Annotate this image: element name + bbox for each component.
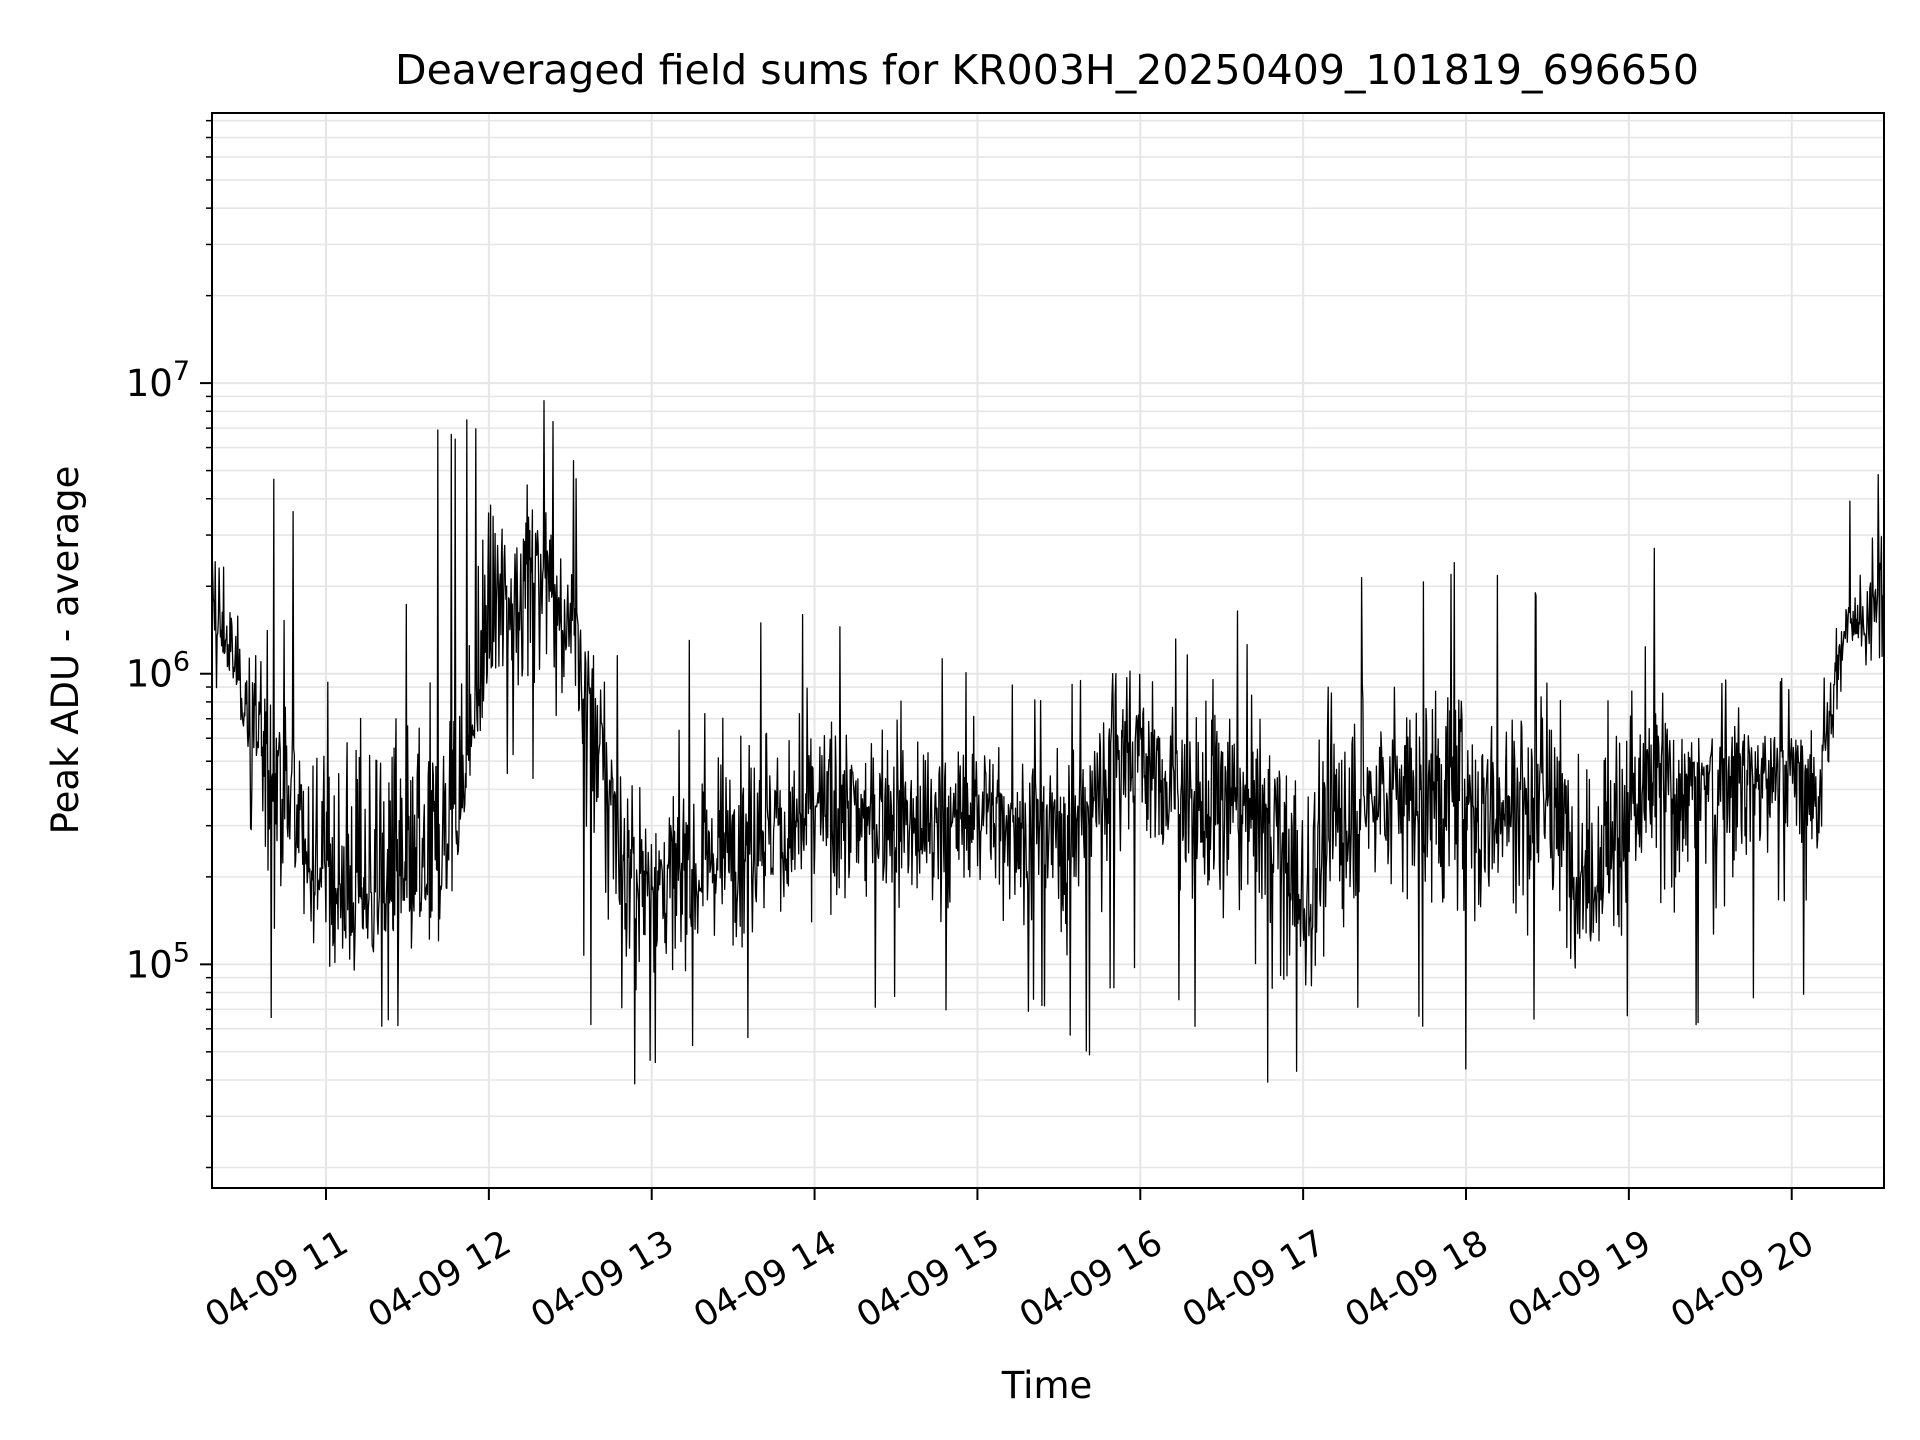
x-tick-label: 04-09 18	[1339, 1223, 1495, 1336]
plot-frame	[211, 112, 1885, 1189]
x-tick-label: 04-09 20	[1665, 1223, 1821, 1336]
x-tick-label: 04-09 12	[362, 1223, 518, 1336]
y-axis-ticks: 105 106 107	[126, 119, 212, 1169]
y-tick-label: 107	[126, 356, 190, 405]
x-tick-label: 04-09 14	[687, 1223, 843, 1336]
grid-lines	[212, 113, 1884, 1188]
x-tick-label: 04-09 16	[1013, 1223, 1169, 1336]
y-tick-label: 106	[126, 647, 190, 696]
y-tick-label: 105	[126, 937, 190, 986]
chart-title: Deaveraged field sums for KR003H_2025040…	[395, 46, 1699, 94]
series-line	[212, 400, 1884, 1085]
x-tick-label: 04-09 17	[1176, 1223, 1332, 1336]
x-tick-label: 04-09 11	[199, 1223, 355, 1336]
x-tick-label: 04-09 19	[1502, 1223, 1658, 1336]
x-tick-label: 04-09 13	[525, 1223, 681, 1336]
x-tick-label: 04-09 15	[850, 1223, 1006, 1336]
y-axis-label: Peak ADU - average	[44, 466, 87, 835]
x-axis-label: Time	[1001, 1364, 1093, 1407]
plot-area	[212, 400, 1884, 1085]
x-axis-ticks: 04-09 11 04-09 12 04-09 13 04-09 14 04-09 15…	[199, 1188, 1821, 1336]
